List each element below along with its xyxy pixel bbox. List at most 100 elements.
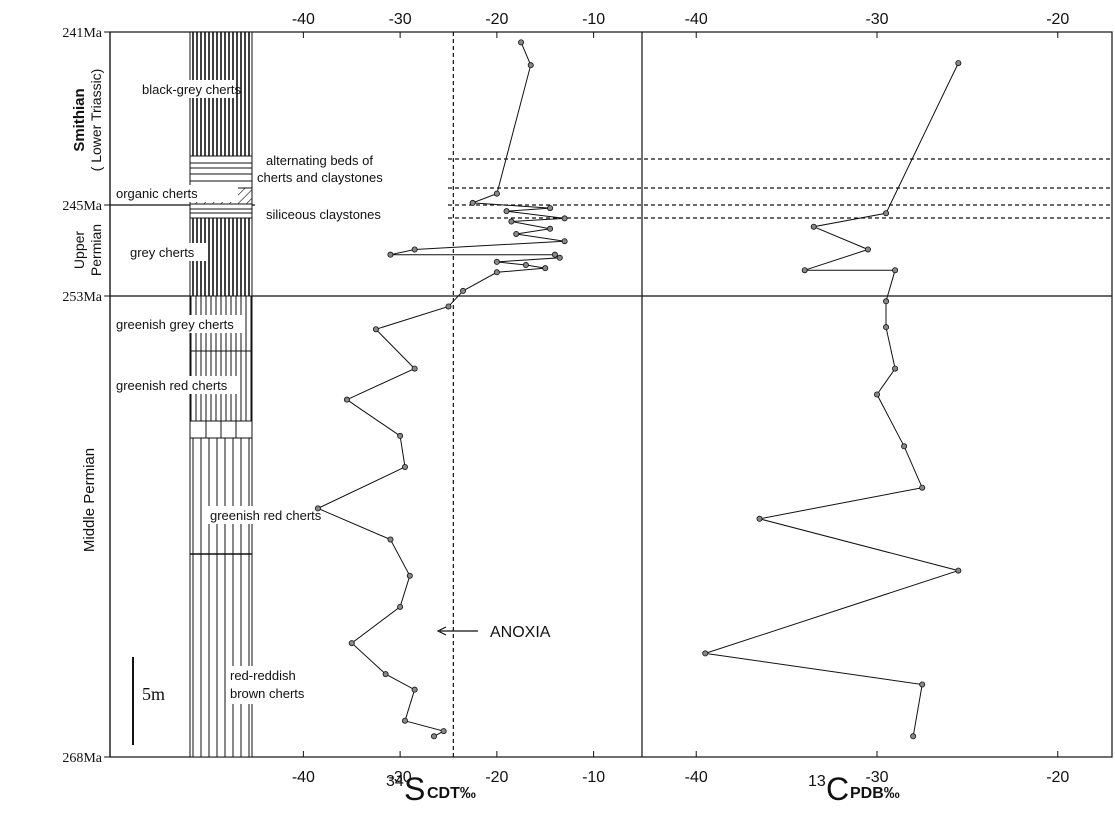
sulfur-data-point	[372, 326, 379, 333]
sulfur-data-point	[382, 671, 389, 678]
lith-greenish-grey-cherts: greenish grey cherts	[116, 317, 234, 332]
carbon-data-point	[955, 60, 962, 67]
age-label-245: 245Ma	[62, 199, 102, 214]
sulfur-axis-label-superscript: 34	[386, 773, 404, 790]
scale-bar: 5m	[132, 657, 165, 745]
age-label-268: 268Ma	[62, 751, 102, 766]
carbon-data-point	[892, 267, 899, 274]
carbon-tick-label-top: -30	[865, 11, 888, 28]
carbon-axis-label-letter: C	[826, 771, 849, 807]
sulfur-data-point	[551, 251, 558, 258]
period-lower-triassic: ( Lower Triassic)	[88, 69, 104, 172]
sulfur-data-point	[348, 640, 355, 647]
sulfur-data-point	[542, 265, 549, 272]
carbon-points	[702, 60, 962, 740]
sulfur-data-point	[387, 536, 394, 543]
sulfur-tick-label-top: -20	[485, 11, 508, 28]
sulfur-tick-label-top: -10	[582, 11, 605, 28]
carbon-data-point	[883, 210, 890, 217]
sulfur-data-point	[411, 686, 418, 693]
sulfur-data-point	[440, 728, 447, 735]
lithology-column	[189, 31, 253, 758]
sulfur-data-point	[493, 258, 500, 265]
sulfur-data-point	[547, 205, 554, 212]
carbon-data-point	[801, 267, 808, 274]
sulfur-data-point	[401, 463, 408, 470]
sulfur-isotope-panel: -40 -40 -30 -30 -20 -20 -10 -10 ANOXIA 34 S CDT…	[292, 11, 605, 807]
lith-black-grey-cherts: black-grey cherts	[142, 82, 241, 97]
sulfur-data-point	[503, 208, 510, 215]
boundary-dashes	[448, 158, 1112, 219]
age-label-241: 241Ma	[62, 26, 102, 41]
sulfur-data-point	[314, 505, 321, 512]
carbon-data-point	[702, 650, 709, 657]
carbon-isotope-panel: -40 -40 -30 -30 -20 -20 13 C PDB‰	[685, 11, 1070, 807]
lith-greenish-red-cherts-2: greenish red cherts	[210, 508, 322, 523]
carbon-data-point	[910, 733, 917, 740]
sulfur-axis-label-unit: CDT‰	[427, 785, 476, 802]
sulfur-points	[314, 39, 568, 740]
carbon-tick-label-top: -40	[685, 11, 708, 28]
sulfur-data-point	[401, 717, 408, 724]
sulfur-axis-label-letter: S	[404, 771, 425, 807]
sulfur-tick-label-bottom: -10	[582, 769, 605, 786]
carbon-data-point	[864, 246, 871, 253]
carbon-data-point	[955, 567, 962, 574]
lith-organic-cherts: organic cherts	[116, 186, 198, 201]
sulfur-data-point	[406, 572, 413, 579]
sulfur-data-point	[513, 230, 520, 237]
carbon-axis-label-unit: PDB‰	[850, 785, 900, 802]
carbon-tick-label-bottom: -20	[1046, 769, 1069, 786]
carbon-data-point	[901, 443, 908, 450]
carbon-data-point	[883, 324, 890, 331]
age-label-253: 253Ma	[62, 290, 102, 305]
sulfur-data-point	[460, 287, 467, 294]
sulfur-data-point	[493, 190, 500, 197]
sulfur-data-point	[561, 238, 568, 245]
sulfur-tick-label-bottom: -20	[485, 769, 508, 786]
sulfur-data-point	[397, 432, 404, 439]
age-axis: 241Ma 245Ma 253Ma 268Ma	[62, 26, 110, 766]
lith-grey-cherts: grey cherts	[130, 245, 195, 260]
sulfur-tick-label-top: -30	[389, 11, 412, 28]
period-upper: Upper	[71, 231, 87, 269]
carbon-tick-label-bottom: -40	[685, 769, 708, 786]
carbon-data-point	[919, 484, 926, 491]
carbon-series-line	[705, 62, 961, 737]
anoxia-arrowhead	[436, 626, 447, 636]
carbon-data-point	[883, 298, 890, 305]
sulfur-data-point	[547, 225, 554, 232]
sulfur-data-point	[508, 218, 515, 225]
sulfur-data-point	[430, 733, 437, 740]
sulfur-tick-label-bottom: -40	[292, 769, 315, 786]
period-permian: Permian	[88, 224, 104, 276]
period-smithian: Smithian	[71, 88, 88, 151]
carbon-tick-label-bottom: -30	[865, 769, 888, 786]
sulfur-data-point	[411, 246, 418, 253]
sulfur-data-point	[397, 603, 404, 610]
carbon-data-point	[919, 681, 926, 688]
sulfur-data-point	[445, 303, 452, 310]
period-middle-permian: Middle Permian	[81, 448, 98, 552]
carbon-axis-label-superscript: 13	[808, 773, 826, 790]
anoxia-label: ANOXIA	[490, 624, 551, 641]
sulfur-data-point	[522, 262, 529, 269]
scale-bar-label: 5m	[142, 684, 165, 704]
lith-cherts-claystones: cherts and claystones	[257, 170, 383, 185]
period-labels: Smithian ( Lower Triassic) Upper Permian…	[71, 69, 104, 552]
lith-siliceous-claystones: siliceous claystones	[266, 207, 381, 222]
lith-brown-cherts: brown cherts	[230, 686, 305, 701]
sulfur-data-point	[387, 251, 394, 258]
sulfur-data-point	[561, 215, 568, 222]
lith-greenish-red-cherts-1: greenish red cherts	[116, 378, 228, 393]
sulfur-data-point	[493, 269, 500, 276]
sulfur-data-point	[411, 365, 418, 372]
sulfur-tick-label-top: -40	[292, 11, 315, 28]
lithology-labels: black-grey cherts alternating beds of ch…	[114, 80, 383, 704]
carbon-x-ticks: -40 -40 -30 -30 -20 -20	[685, 11, 1070, 786]
lith-red-reddish: red-reddish	[230, 668, 296, 683]
sulfur-data-point	[527, 62, 534, 69]
carbon-data-point	[756, 515, 763, 522]
carbon-data-point	[874, 391, 881, 398]
